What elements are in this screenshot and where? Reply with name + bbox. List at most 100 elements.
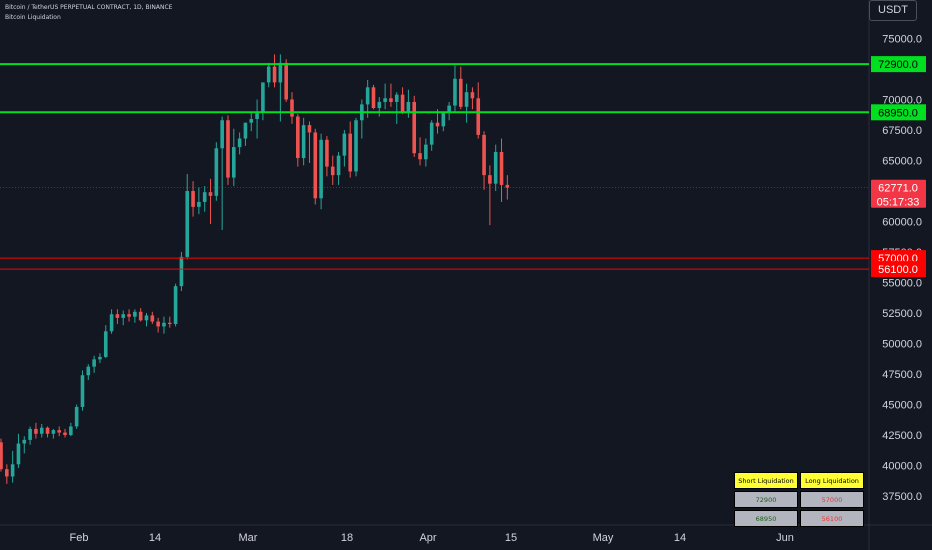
candle: [325, 136, 329, 177]
x-tick-label: Mar: [239, 532, 258, 544]
candle-body: [243, 122, 248, 139]
candle-body: [109, 314, 114, 332]
candle-body: [121, 314, 126, 318]
candle-body: [365, 87, 370, 105]
candle: [208, 178, 213, 224]
candle-body: [5, 469, 9, 477]
candle: [284, 59, 288, 102]
candle-body: [138, 311, 143, 321]
candle-body: [16, 443, 21, 465]
candle-body: [51, 430, 56, 434]
long-liquidation-cell: 57000: [800, 491, 864, 508]
candle: [488, 165, 492, 226]
candle-body: [86, 366, 91, 376]
candle: [336, 151, 341, 185]
y-tick-label: 45000.0: [882, 400, 922, 412]
candle-body: [45, 427, 50, 434]
candle: [371, 84, 376, 110]
y-tick-label: 65000.0: [882, 156, 922, 168]
candle: [278, 54, 283, 122]
candle-body: [34, 428, 38, 434]
candle: [464, 83, 469, 123]
y-tick-label: 50000.0: [882, 339, 922, 351]
candle: [150, 311, 155, 324]
long-liquidation-cell: 56100: [800, 510, 864, 527]
candle: [482, 131, 486, 190]
candle-body: [162, 322, 166, 327]
candle: [220, 116, 224, 231]
indicator-title[interactable]: Bitcoin Liquidation: [5, 14, 61, 21]
candle-body: [173, 286, 178, 324]
candle: [144, 313, 149, 327]
liquidation-level-badge: [871, 104, 926, 121]
candle: [10, 450, 15, 483]
x-tick-label: 14: [149, 532, 161, 544]
currency-button[interactable]: USDT: [869, 0, 917, 21]
symbol-title[interactable]: Bitcoin / TetherUS PERPETUAL CONTRACT, 1…: [5, 4, 173, 11]
candle: [232, 128, 236, 187]
short-liquidation-cell: 68950: [734, 510, 798, 527]
candle: [86, 364, 91, 381]
candle-body: [57, 430, 61, 433]
candle: [237, 132, 242, 155]
candle-body: [284, 62, 288, 100]
candle-body: [325, 139, 329, 167]
candle: [307, 121, 312, 163]
candle-body: [80, 375, 85, 407]
candle-body: [197, 201, 201, 207]
candle-body: [185, 191, 190, 257]
candle: [167, 316, 172, 328]
candle: [342, 130, 347, 167]
candle-body: [226, 120, 230, 178]
candle-body: [342, 133, 347, 156]
candle-body: [214, 148, 219, 196]
candle: [103, 325, 108, 359]
candle-body: [505, 184, 510, 188]
candle: [74, 404, 79, 429]
candle: [493, 144, 498, 191]
candle: [28, 426, 32, 445]
candle-body: [482, 134, 486, 176]
y-tick-label: 70000.0: [882, 95, 922, 107]
candle: [34, 422, 38, 439]
candle: [191, 181, 195, 217]
candle-body: [389, 98, 393, 102]
candle-body: [499, 151, 504, 185]
candle-body: [220, 120, 224, 149]
candle-body: [406, 101, 411, 113]
candle-body: [464, 92, 469, 107]
candle: [453, 65, 457, 113]
x-tick-label: 18: [341, 532, 353, 544]
candle: [22, 436, 27, 454]
long-liquidation-header: Long Liquidation: [800, 472, 864, 489]
last-price-badge: [871, 179, 926, 208]
candle-body: [28, 428, 32, 440]
candle: [266, 62, 271, 88]
candle: [57, 426, 61, 437]
candle-body: [179, 256, 184, 287]
candle-body: [69, 426, 73, 435]
candle-body: [424, 144, 428, 160]
candle: [162, 316, 166, 334]
candle-body: [249, 119, 254, 123]
candle-body: [0, 442, 3, 470]
candle: [505, 175, 510, 200]
candle: [80, 370, 85, 411]
candle-body: [144, 315, 149, 321]
candle: [45, 426, 50, 438]
candle: [470, 87, 475, 110]
y-tick-label: 47500.0: [882, 369, 922, 381]
candle-body: [400, 94, 405, 113]
candle: [16, 433, 21, 468]
candle: [272, 54, 277, 88]
candle: [476, 82, 481, 139]
candle-body: [383, 98, 387, 102]
candle: [435, 109, 440, 134]
candle: [63, 428, 67, 438]
candle: [429, 120, 434, 151]
candle: [458, 66, 463, 110]
candle-body: [261, 82, 265, 112]
candle-body: [453, 78, 457, 106]
candle-body: [371, 87, 376, 109]
